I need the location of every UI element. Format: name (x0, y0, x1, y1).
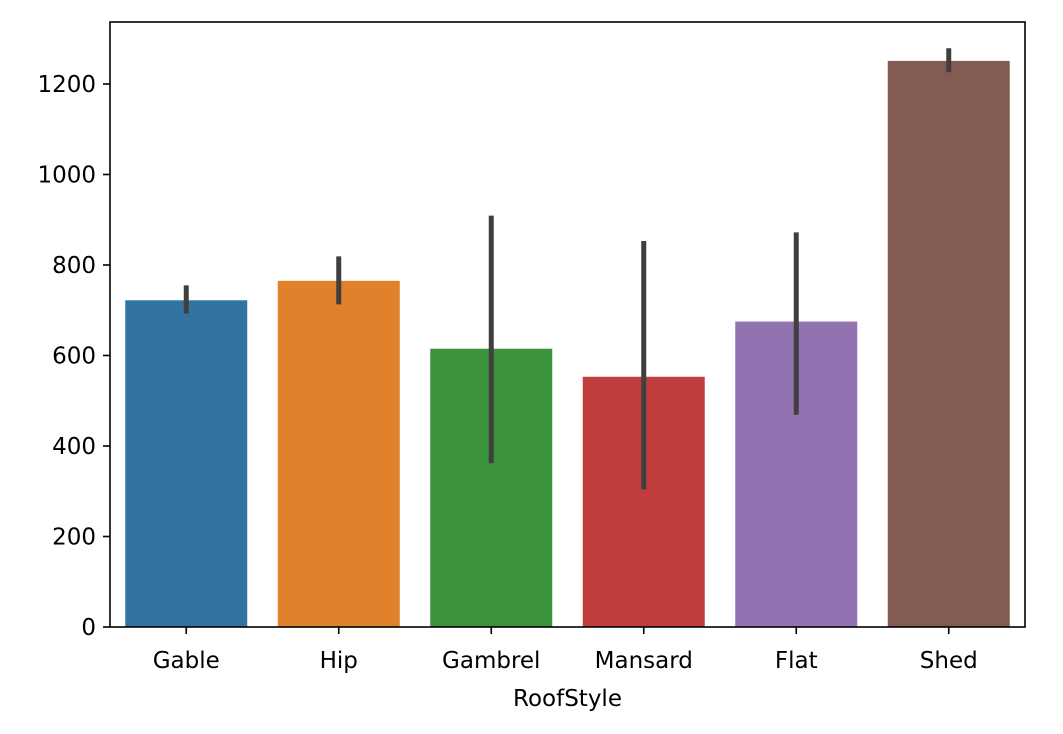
bar-gable (125, 300, 248, 627)
x-tick-label-gable: Gable (153, 648, 220, 674)
errorbars-layer (183, 48, 952, 490)
bar-shed (887, 60, 1010, 628)
bars-layer (125, 60, 1010, 628)
y-tick-label: 600 (52, 343, 96, 369)
y-tick-label: 400 (52, 434, 96, 460)
bar-hip (277, 280, 400, 627)
x-tick-label-hip: Hip (320, 648, 358, 674)
y-tick-label: 1000 (37, 162, 96, 188)
y-tick-label: 800 (52, 253, 96, 279)
x-tick-label-gambrel: Gambrel (442, 648, 540, 674)
x-tick-label-shed: Shed (920, 648, 978, 674)
y-tick-label: 1200 (37, 72, 96, 98)
x-tick-label-mansard: Mansard (595, 648, 693, 674)
y-tick-label: 200 (52, 524, 96, 550)
y-axis: 0 200 400 600 800 1000 1200 (37, 72, 110, 641)
y-tick-label: 0 (81, 615, 96, 641)
x-axis: Gable Hip Gambrel Mansard Flat Shed (153, 627, 978, 674)
x-axis-title: RoofStyle (513, 686, 622, 712)
plot-frame (109, 21, 1026, 628)
x-tick-label-flat: Flat (775, 648, 818, 674)
